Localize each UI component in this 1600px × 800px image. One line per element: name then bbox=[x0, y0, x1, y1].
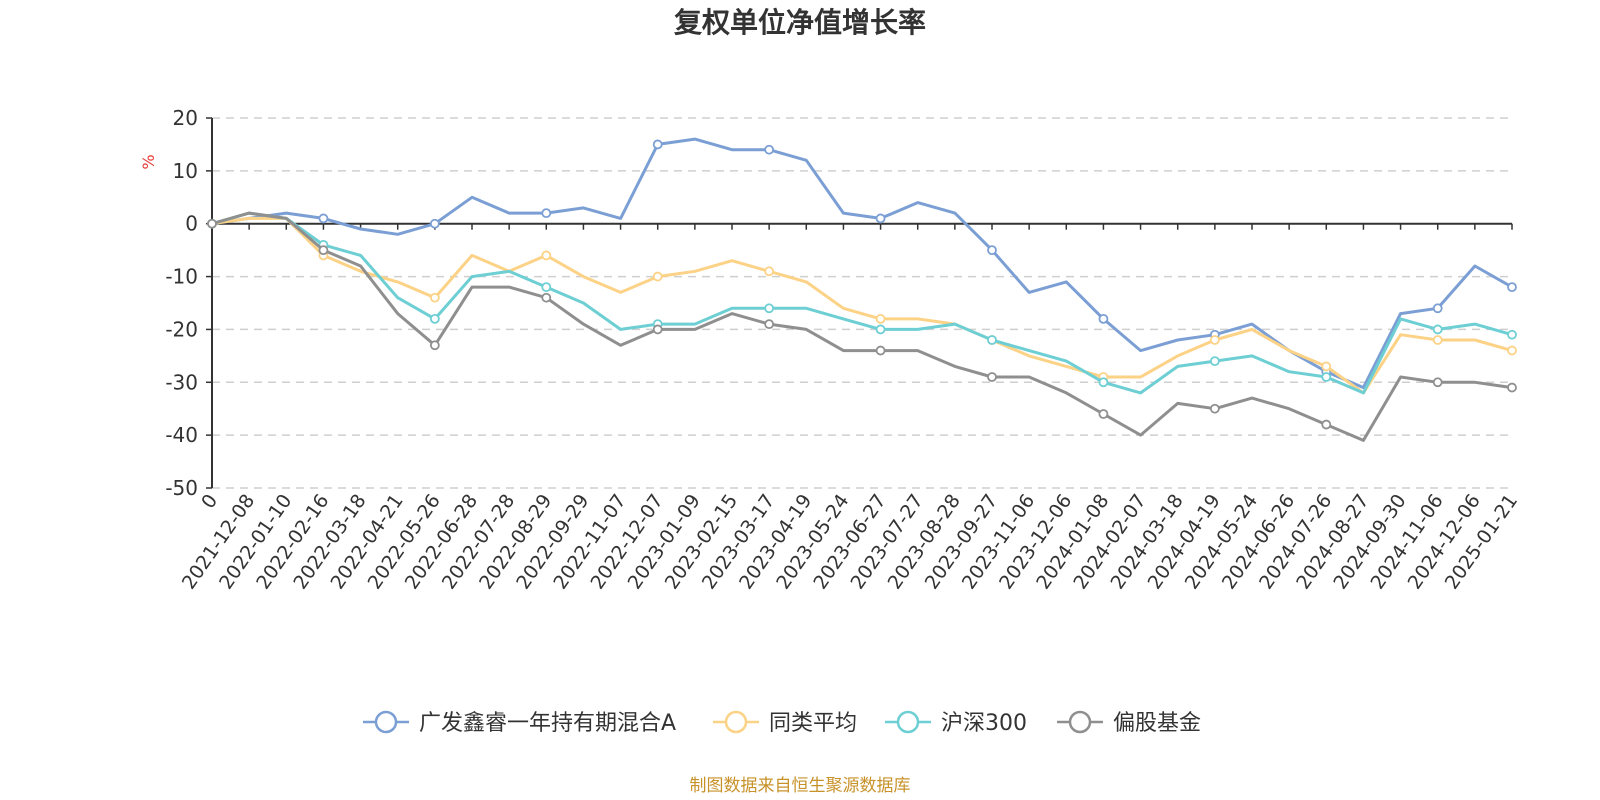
legend[interactable]: 广发鑫睿一年持有期混合A 同类平均 沪深300 偏股基金 bbox=[363, 710, 1201, 736]
data-point bbox=[875, 313, 886, 324]
data-point bbox=[652, 271, 663, 282]
data-point bbox=[1321, 372, 1332, 382]
data-point bbox=[987, 335, 997, 345]
data-point bbox=[875, 345, 886, 356]
data-point bbox=[429, 218, 440, 229]
y-tick-label: 10 bbox=[173, 159, 198, 183]
data-point bbox=[987, 372, 997, 382]
legend-label: 广发鑫睿一年持有期混合A bbox=[419, 711, 676, 736]
data-point bbox=[875, 213, 886, 224]
series-line bbox=[210, 216, 1514, 395]
series-line bbox=[210, 211, 1514, 395]
x-tick-label: 0 bbox=[197, 490, 222, 513]
chart-title: 复权单位净值增长率 bbox=[674, 6, 926, 39]
data-point bbox=[652, 324, 663, 335]
series-group bbox=[207, 211, 1517, 442]
legend-item[interactable]: 沪深300 bbox=[885, 710, 1027, 736]
y-tick-label: -30 bbox=[165, 370, 198, 394]
data-point bbox=[1209, 356, 1220, 367]
y-tick-label: -50 bbox=[165, 476, 198, 500]
grid-lines bbox=[212, 117, 1512, 489]
data-point bbox=[652, 139, 663, 150]
data-point bbox=[764, 266, 775, 277]
legend-item[interactable]: 偏股基金 bbox=[1057, 710, 1201, 736]
y-tick-label: -10 bbox=[165, 265, 198, 289]
axes: 20100-10-20-30-40-5002021-12-082022-01-1… bbox=[165, 106, 1522, 593]
legend-item[interactable]: 广发鑫睿一年持有期混合A bbox=[363, 710, 676, 736]
data-point bbox=[987, 245, 997, 256]
data-point bbox=[764, 144, 775, 155]
legend-marker-icon bbox=[374, 710, 398, 734]
data-point bbox=[1507, 382, 1517, 393]
legend-label: 同类平均 bbox=[769, 711, 857, 736]
data-point bbox=[318, 213, 329, 224]
y-tick-label: -20 bbox=[165, 317, 198, 341]
data-point bbox=[1432, 303, 1443, 314]
series-lines bbox=[207, 137, 1517, 442]
data-point bbox=[764, 319, 775, 330]
y-tick-label: -40 bbox=[165, 423, 198, 447]
data-source-note: 制图数据来自恒生聚源数据库 bbox=[690, 776, 911, 796]
data-point bbox=[875, 324, 886, 335]
legend-item[interactable]: 同类平均 bbox=[713, 710, 857, 736]
data-point bbox=[1507, 282, 1517, 293]
data-point bbox=[1432, 377, 1443, 388]
data-point bbox=[429, 292, 440, 303]
data-point bbox=[1321, 361, 1332, 372]
data-point bbox=[1432, 335, 1443, 345]
data-point bbox=[541, 250, 552, 261]
legend-marker-icon bbox=[1068, 710, 1092, 734]
data-point bbox=[764, 303, 775, 314]
data-point bbox=[429, 340, 440, 351]
data-point bbox=[1321, 419, 1332, 430]
data-point bbox=[429, 313, 440, 324]
data-point bbox=[541, 292, 552, 303]
data-point bbox=[1098, 409, 1109, 419]
data-point bbox=[1507, 329, 1517, 340]
data-point bbox=[318, 245, 329, 256]
series-group bbox=[207, 211, 1517, 395]
data-point bbox=[541, 282, 552, 293]
data-point bbox=[541, 208, 552, 219]
legend-marker-icon bbox=[724, 710, 748, 734]
series-line bbox=[210, 211, 1514, 442]
data-point bbox=[1098, 313, 1109, 324]
data-point bbox=[207, 218, 217, 229]
legend-marker-icon bbox=[896, 710, 920, 734]
y-tick-label: 0 bbox=[185, 212, 198, 236]
legend-label: 沪深300 bbox=[941, 711, 1027, 736]
legend-label: 偏股基金 bbox=[1113, 711, 1201, 736]
data-point bbox=[1432, 324, 1443, 335]
data-point bbox=[1209, 403, 1220, 414]
y-tick-label: 20 bbox=[173, 106, 198, 130]
data-point bbox=[1098, 377, 1109, 388]
data-point bbox=[1209, 335, 1220, 345]
data-point bbox=[1507, 345, 1517, 356]
y-axis-unit: % bbox=[139, 154, 158, 169]
